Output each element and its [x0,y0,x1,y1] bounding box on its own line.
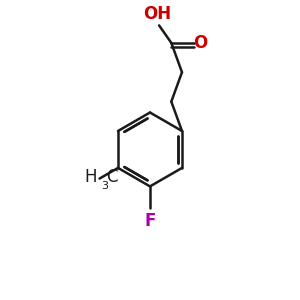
Text: O: O [193,34,207,52]
Text: H: H [84,168,97,186]
Text: C: C [106,168,117,186]
Text: F: F [144,212,156,230]
Text: 3: 3 [101,181,108,191]
Text: OH: OH [144,4,172,22]
